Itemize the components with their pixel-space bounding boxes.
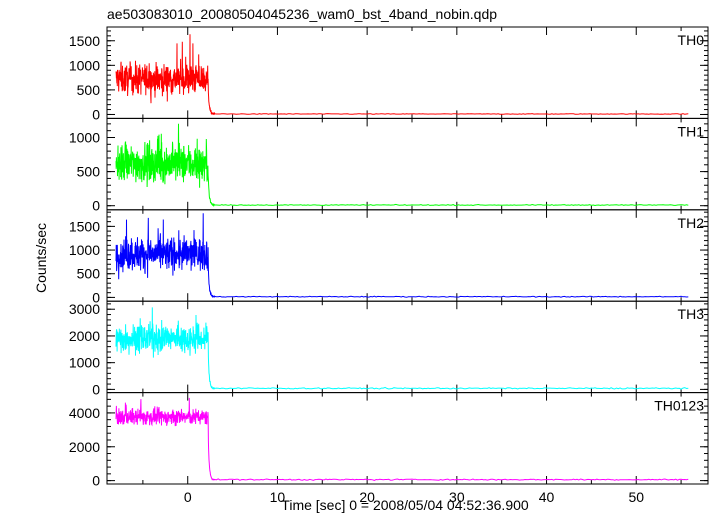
panel-th0123: 0 2000 4000 TH0123 — [69, 392, 709, 489]
y-tick-label: 0 — [92, 106, 100, 122]
x-axis-label: Time [sec] 0 = 2008/05/04 04:52:36.900 — [281, 497, 529, 513]
y-tick-label: 500 — [77, 266, 101, 282]
y-tick-label: 3000 — [69, 301, 100, 317]
panel-th3: 0 1000 2000 3000 TH3 — [69, 300, 709, 397]
y-tick-label: 1000 — [69, 242, 100, 258]
series-line-th2 — [115, 213, 689, 298]
panel-th1: 0 500 1000 TH1 — [69, 117, 709, 214]
series-line-th0123 — [115, 397, 689, 481]
y-tick-label: 500 — [77, 164, 101, 180]
y-tick-label: 0 — [92, 381, 100, 397]
y-tick-label: 0 — [92, 289, 100, 305]
y-tick-label: 1000 — [69, 355, 100, 371]
y-axis-label: Counts/sec — [33, 223, 49, 293]
x-tick-label: 0 — [184, 489, 192, 505]
y-tick-label: 0 — [92, 473, 100, 489]
x-tick-label: 50 — [628, 489, 644, 505]
panels-group: 0 500 1000 1500 TH0 0 500 1000 TH1 0 500 1000 1500 TH… — [69, 26, 709, 489]
panel-th2: 0 500 1000 1500 TH2 — [69, 209, 709, 305]
y-tick-label: 1500 — [69, 33, 100, 49]
y-tick-label: 1500 — [69, 218, 100, 234]
y-tick-label: 1000 — [69, 57, 100, 73]
x-tick-labels: 0 10 20 30 40 50 — [184, 489, 644, 505]
y-tick-label: 2000 — [69, 328, 100, 344]
series-line-th1 — [115, 123, 689, 208]
chart-title: ae503083010_20080504045236_wam0_bst_4ban… — [107, 6, 497, 22]
panel-label: TH2 — [678, 215, 705, 231]
series-line-th3 — [115, 307, 689, 390]
series-line-th0 — [115, 34, 689, 116]
y-tick-label: 2000 — [69, 439, 100, 455]
y-tick-label: 0 — [92, 198, 100, 214]
panel-frame — [106, 300, 709, 394]
panel-label: TH3 — [678, 306, 705, 322]
panel-frame — [106, 392, 709, 485]
y-tick-label: 500 — [77, 82, 101, 98]
panel-label: TH1 — [678, 123, 705, 139]
x-tick-label: 10 — [270, 489, 286, 505]
x-tick-label: 40 — [539, 489, 555, 505]
panel-th0: 0 500 1000 1500 TH0 — [69, 26, 709, 122]
x-tick-label: 20 — [359, 489, 375, 505]
panel-label: TH0123 — [654, 398, 704, 414]
panel-label: TH0 — [678, 32, 705, 48]
y-tick-label: 4000 — [69, 405, 100, 421]
x-tick-label: 30 — [449, 489, 465, 505]
y-tick-label: 1000 — [69, 129, 100, 145]
